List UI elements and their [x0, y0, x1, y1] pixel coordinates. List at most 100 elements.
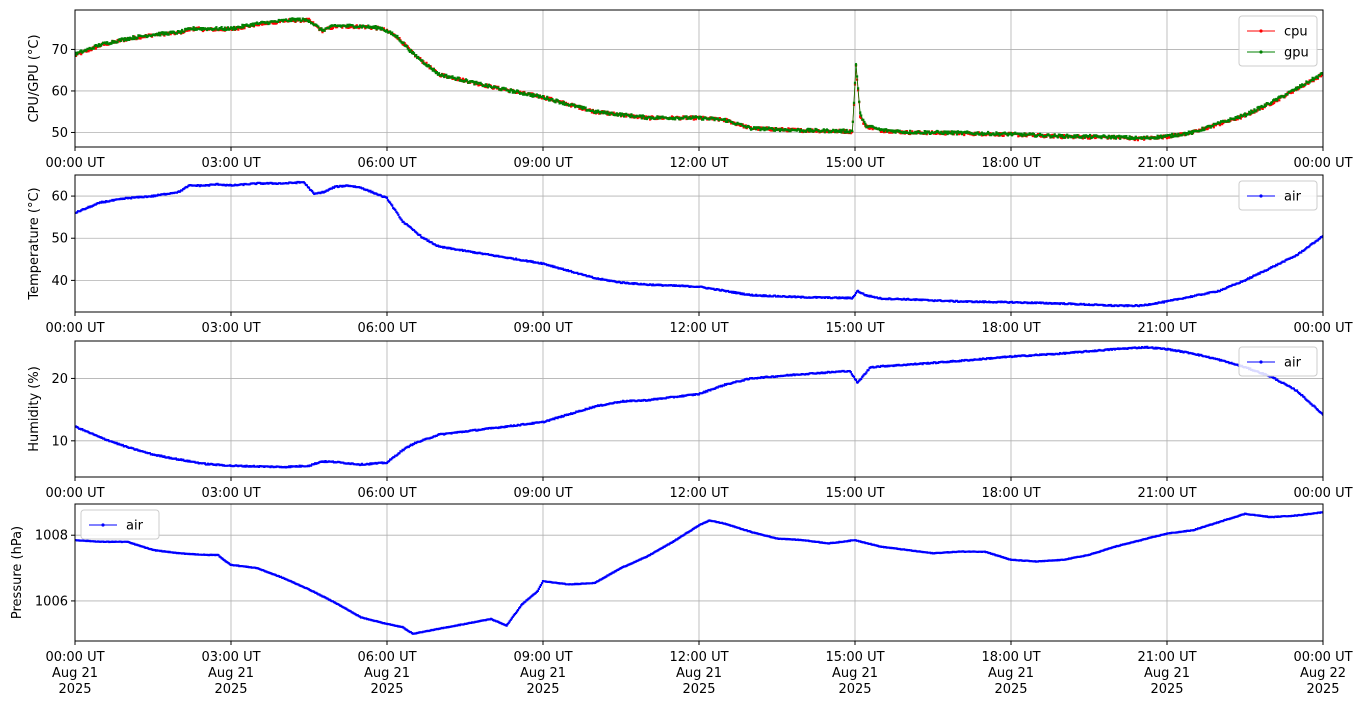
legend: air	[1238, 180, 1318, 211]
data-point-air	[749, 377, 753, 380]
data-point-air	[749, 294, 753, 297]
data-point-air	[281, 465, 285, 469]
data-point-air	[645, 399, 649, 402]
legend-box	[1238, 346, 1318, 377]
data-point-gpu	[281, 19, 285, 22]
x-tick-label: 21:00 UT	[1137, 321, 1196, 336]
x-tick-label: 09:00 UT	[513, 321, 572, 336]
data-point-gpu	[294, 18, 298, 21]
data-point-gpu	[801, 129, 805, 132]
data-point-gpu	[333, 24, 337, 27]
y-axis-label: Humidity (%)	[27, 366, 42, 452]
x-tick-label: 06:00 UT	[357, 321, 416, 336]
y-tick-label: 50	[51, 232, 68, 247]
series-gpu	[75, 17, 1323, 141]
data-point-air	[1113, 348, 1117, 351]
legend-marker-air	[101, 523, 105, 527]
data-point-gpu	[380, 27, 383, 30]
legend-label-gpu: gpu	[1284, 46, 1309, 61]
x-tick-date: Aug 21	[1144, 666, 1190, 681]
data-point-air	[307, 588, 311, 591]
data-point-air	[320, 460, 324, 463]
plot-panel-3: 10 20 00:00 UT 03:00 UT 06:00 UT 09:00 UT 12:0…	[27, 340, 1353, 501]
plot-panel-2: 40 50 60 00:00 UT 03:00 UT 06:00 UT 09:00 UT 12…	[27, 174, 1353, 336]
x-tick-label: 15:00 UT	[825, 486, 884, 501]
x-tick-label: 09:00 UT	[513, 486, 572, 501]
y-tick-label: 1006	[35, 594, 68, 609]
data-point-air	[1217, 289, 1221, 293]
data-point-air	[619, 400, 623, 403]
data-point-gpu	[125, 37, 129, 40]
x-tick-date: Aug 21	[988, 666, 1034, 681]
data-point-air	[1191, 352, 1195, 355]
data-point-air	[229, 563, 233, 566]
data-point-air	[229, 184, 233, 187]
series-air	[75, 511, 1323, 635]
data-point-air	[905, 363, 909, 366]
data-point-air	[1009, 558, 1013, 561]
data-point-air	[723, 522, 727, 525]
data-point-gpu	[854, 62, 858, 66]
data-point-air	[385, 197, 389, 200]
data-point-air	[853, 539, 857, 542]
data-point-air	[281, 576, 285, 580]
data-point-gpu	[411, 52, 415, 55]
data-point-air	[1295, 389, 1299, 393]
data-point-air	[856, 381, 859, 384]
y-tick-label: 60	[51, 190, 68, 205]
data-point-air	[346, 184, 350, 187]
data-point-air	[521, 603, 524, 606]
x-tick-label: 12:00 UT	[669, 321, 728, 336]
series-air	[75, 345, 1323, 469]
x-tick-year: 2025	[526, 682, 559, 697]
y-tick-label: 40	[51, 274, 68, 289]
x-tick-label: 12:00 UT	[669, 650, 728, 665]
x-tick-label: 00:00 UT	[45, 650, 104, 665]
data-point-air	[401, 449, 404, 452]
data-point-air	[302, 181, 305, 184]
data-point-gpu	[255, 22, 259, 25]
data-point-air	[1145, 346, 1148, 349]
y-tick-label: 10	[51, 434, 68, 449]
data-point-gpu	[489, 85, 493, 88]
data-point-air	[1217, 520, 1221, 524]
data-point-air	[1191, 529, 1195, 532]
data-point-air	[1139, 304, 1143, 307]
x-tick-label: 15:00 UT	[825, 650, 884, 665]
data-point-gpu	[177, 31, 181, 34]
data-point-air	[879, 545, 883, 548]
data-point-gpu	[1061, 135, 1065, 138]
y-axis-label: CPU/GPU (°C)	[27, 34, 42, 122]
data-point-air	[1087, 553, 1091, 557]
data-point-air	[1113, 304, 1117, 307]
data-point-air	[869, 366, 872, 369]
data-point-air	[216, 183, 220, 186]
data-point-air	[879, 297, 883, 300]
data-point-air	[1243, 512, 1247, 515]
x-tick-label: 12:00 UT	[669, 486, 728, 501]
data-point-air	[125, 197, 129, 200]
data-point-air	[593, 581, 597, 584]
legend-box	[80, 509, 160, 540]
y-axis-label: Temperature (°C)	[27, 187, 42, 300]
data-point-air	[1139, 539, 1143, 542]
data-point-gpu	[1191, 131, 1195, 134]
data-point-gpu	[851, 130, 854, 133]
x-tick-label: 00:00 UT	[45, 486, 104, 501]
data-point-air	[957, 359, 961, 363]
data-point-air	[203, 553, 207, 557]
data-point-air	[593, 405, 597, 408]
data-point-air	[255, 182, 259, 185]
data-point-air	[1009, 301, 1013, 304]
x-tick-label: 06:00 UT	[357, 486, 416, 501]
legend-label-air: air	[1284, 356, 1302, 371]
data-point-air	[203, 462, 207, 465]
data-point-gpu	[1165, 135, 1169, 138]
data-point-air	[411, 632, 415, 635]
data-point-air	[125, 540, 129, 543]
x-tick-year: 2025	[994, 682, 1027, 697]
data-point-gpu	[593, 110, 597, 113]
x-tick-label: 18:00 UT	[981, 321, 1040, 336]
data-point-air	[708, 519, 711, 522]
data-point-air	[151, 194, 155, 198]
